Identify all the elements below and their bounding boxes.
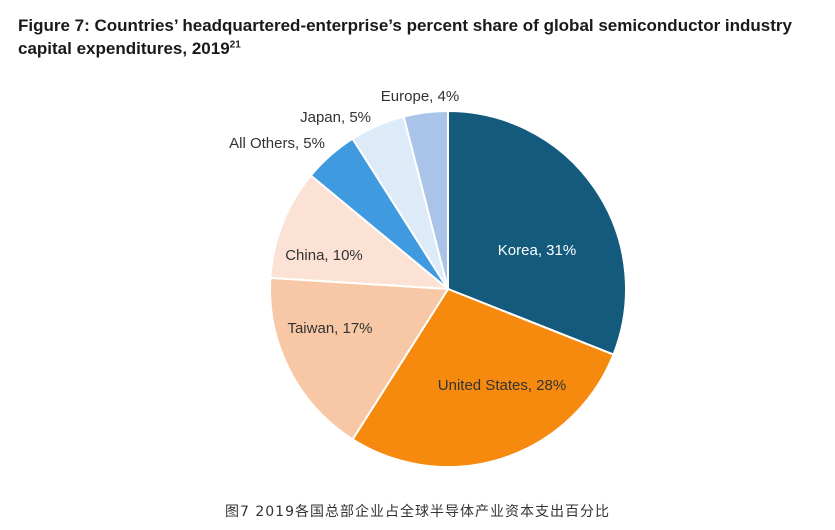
pie-slice-korea bbox=[447, 109, 627, 356]
chart-title-text: Figure 7: Countries’ headquartered-enter… bbox=[18, 16, 792, 58]
slice-label-taiwan: Taiwan, 17% bbox=[287, 320, 372, 337]
pie-slice-united-states bbox=[351, 287, 615, 468]
slice-label-japan: Japan, 5% bbox=[300, 109, 371, 126]
chart-title: Figure 7: Countries’ headquartered-enter… bbox=[18, 14, 818, 60]
slice-label-china: China, 10% bbox=[285, 247, 363, 264]
slice-label-united-states: United States, 28% bbox=[438, 377, 566, 394]
pie-slice-europe bbox=[402, 109, 449, 290]
title-footnote: 21 bbox=[229, 39, 241, 51]
pie-slice-china bbox=[269, 174, 452, 291]
figure-caption: 图7 2019各国总部企业占全球半导体产业资本支出百分比 bbox=[225, 504, 610, 520]
slice-label-all-others: All Others, 5% bbox=[229, 135, 325, 152]
pie-slice-taiwan bbox=[268, 276, 450, 441]
slice-label-korea: Korea, 31% bbox=[498, 242, 576, 259]
slice-label-europe: Europe, 4% bbox=[381, 88, 459, 105]
